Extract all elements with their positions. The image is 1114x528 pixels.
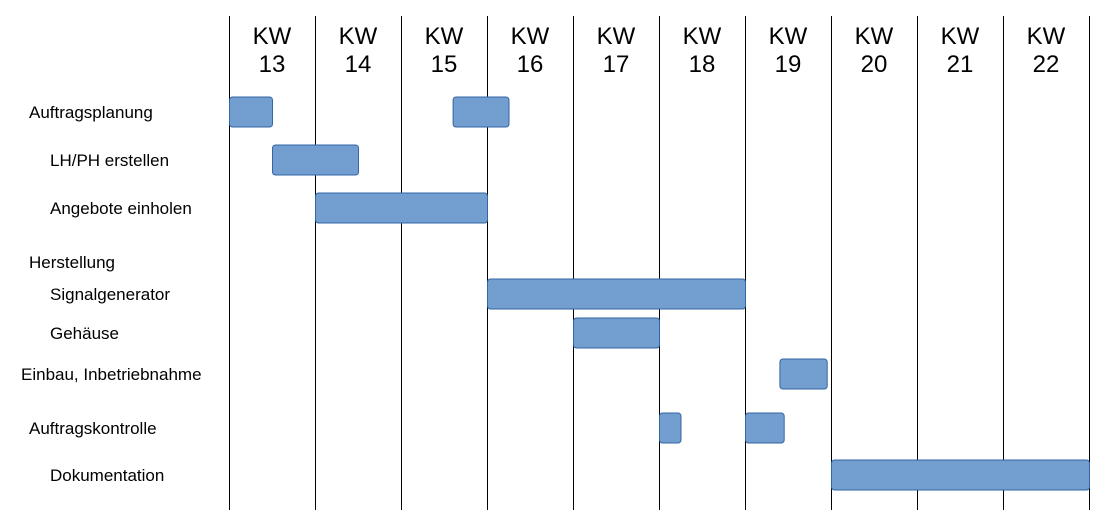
task-label: Auftragskontrolle <box>29 419 157 438</box>
task-label: Herstellung <box>29 253 115 272</box>
week-label-22: KW 22 <box>1027 23 1066 78</box>
week-label-21: KW 21 <box>941 23 980 78</box>
task-labels: Auftragsplanung LH/PH erstellen Angebote e… <box>21 103 202 485</box>
task-bar <box>831 459 1090 491</box>
week-label-20: KW 20 <box>855 23 894 78</box>
week-prefix: KW <box>339 23 378 50</box>
week-number: 22 <box>1033 51 1060 78</box>
week-number: 20 <box>861 51 888 78</box>
week-number: 15 <box>431 51 458 78</box>
task-bar <box>487 278 746 310</box>
task-label: Auftragsplanung <box>29 103 153 122</box>
week-label-14: KW 14 <box>339 23 378 78</box>
week-prefix: KW <box>253 23 292 50</box>
task-label: LH/PH erstellen <box>50 151 169 170</box>
week-label-15: KW 15 <box>425 23 464 78</box>
week-number: 19 <box>775 51 802 78</box>
task-bar <box>452 96 510 128</box>
week-prefix: KW <box>769 23 808 50</box>
week-number: 14 <box>345 51 372 78</box>
week-grid <box>229 16 1090 510</box>
week-label-16: KW 16 <box>511 23 550 78</box>
task-bar <box>315 192 488 224</box>
task-label: Dokumentation <box>50 466 164 485</box>
week-number: 18 <box>689 51 716 78</box>
task-bar <box>229 96 273 128</box>
week-label-13: KW 13 <box>253 23 292 78</box>
task-label: Einbau, Inbetriebnahme <box>21 365 202 384</box>
week-prefix: KW <box>511 23 550 50</box>
task-bar <box>659 412 682 444</box>
task-bars <box>229 96 1090 491</box>
task-label: Angebote einholen <box>50 199 192 218</box>
week-label-18: KW 18 <box>683 23 722 78</box>
task-bar <box>745 412 785 444</box>
week-number: 13 <box>259 51 286 78</box>
week-number: 21 <box>947 51 974 78</box>
week-prefix: KW <box>683 23 722 50</box>
week-number: 16 <box>517 51 544 78</box>
week-prefix: KW <box>855 23 894 50</box>
week-prefix: KW <box>1027 23 1066 50</box>
task-bar <box>779 358 828 390</box>
week-number: 17 <box>603 51 630 78</box>
week-prefix: KW <box>597 23 636 50</box>
task-label: Signalgenerator <box>50 285 170 304</box>
week-prefix: KW <box>941 23 980 50</box>
week-label-17: KW 17 <box>597 23 636 78</box>
task-bar <box>573 317 660 349</box>
task-bar <box>272 144 359 176</box>
week-label-19: KW 19 <box>769 23 808 78</box>
task-label: Gehäuse <box>50 324 119 343</box>
week-prefix: KW <box>425 23 464 50</box>
